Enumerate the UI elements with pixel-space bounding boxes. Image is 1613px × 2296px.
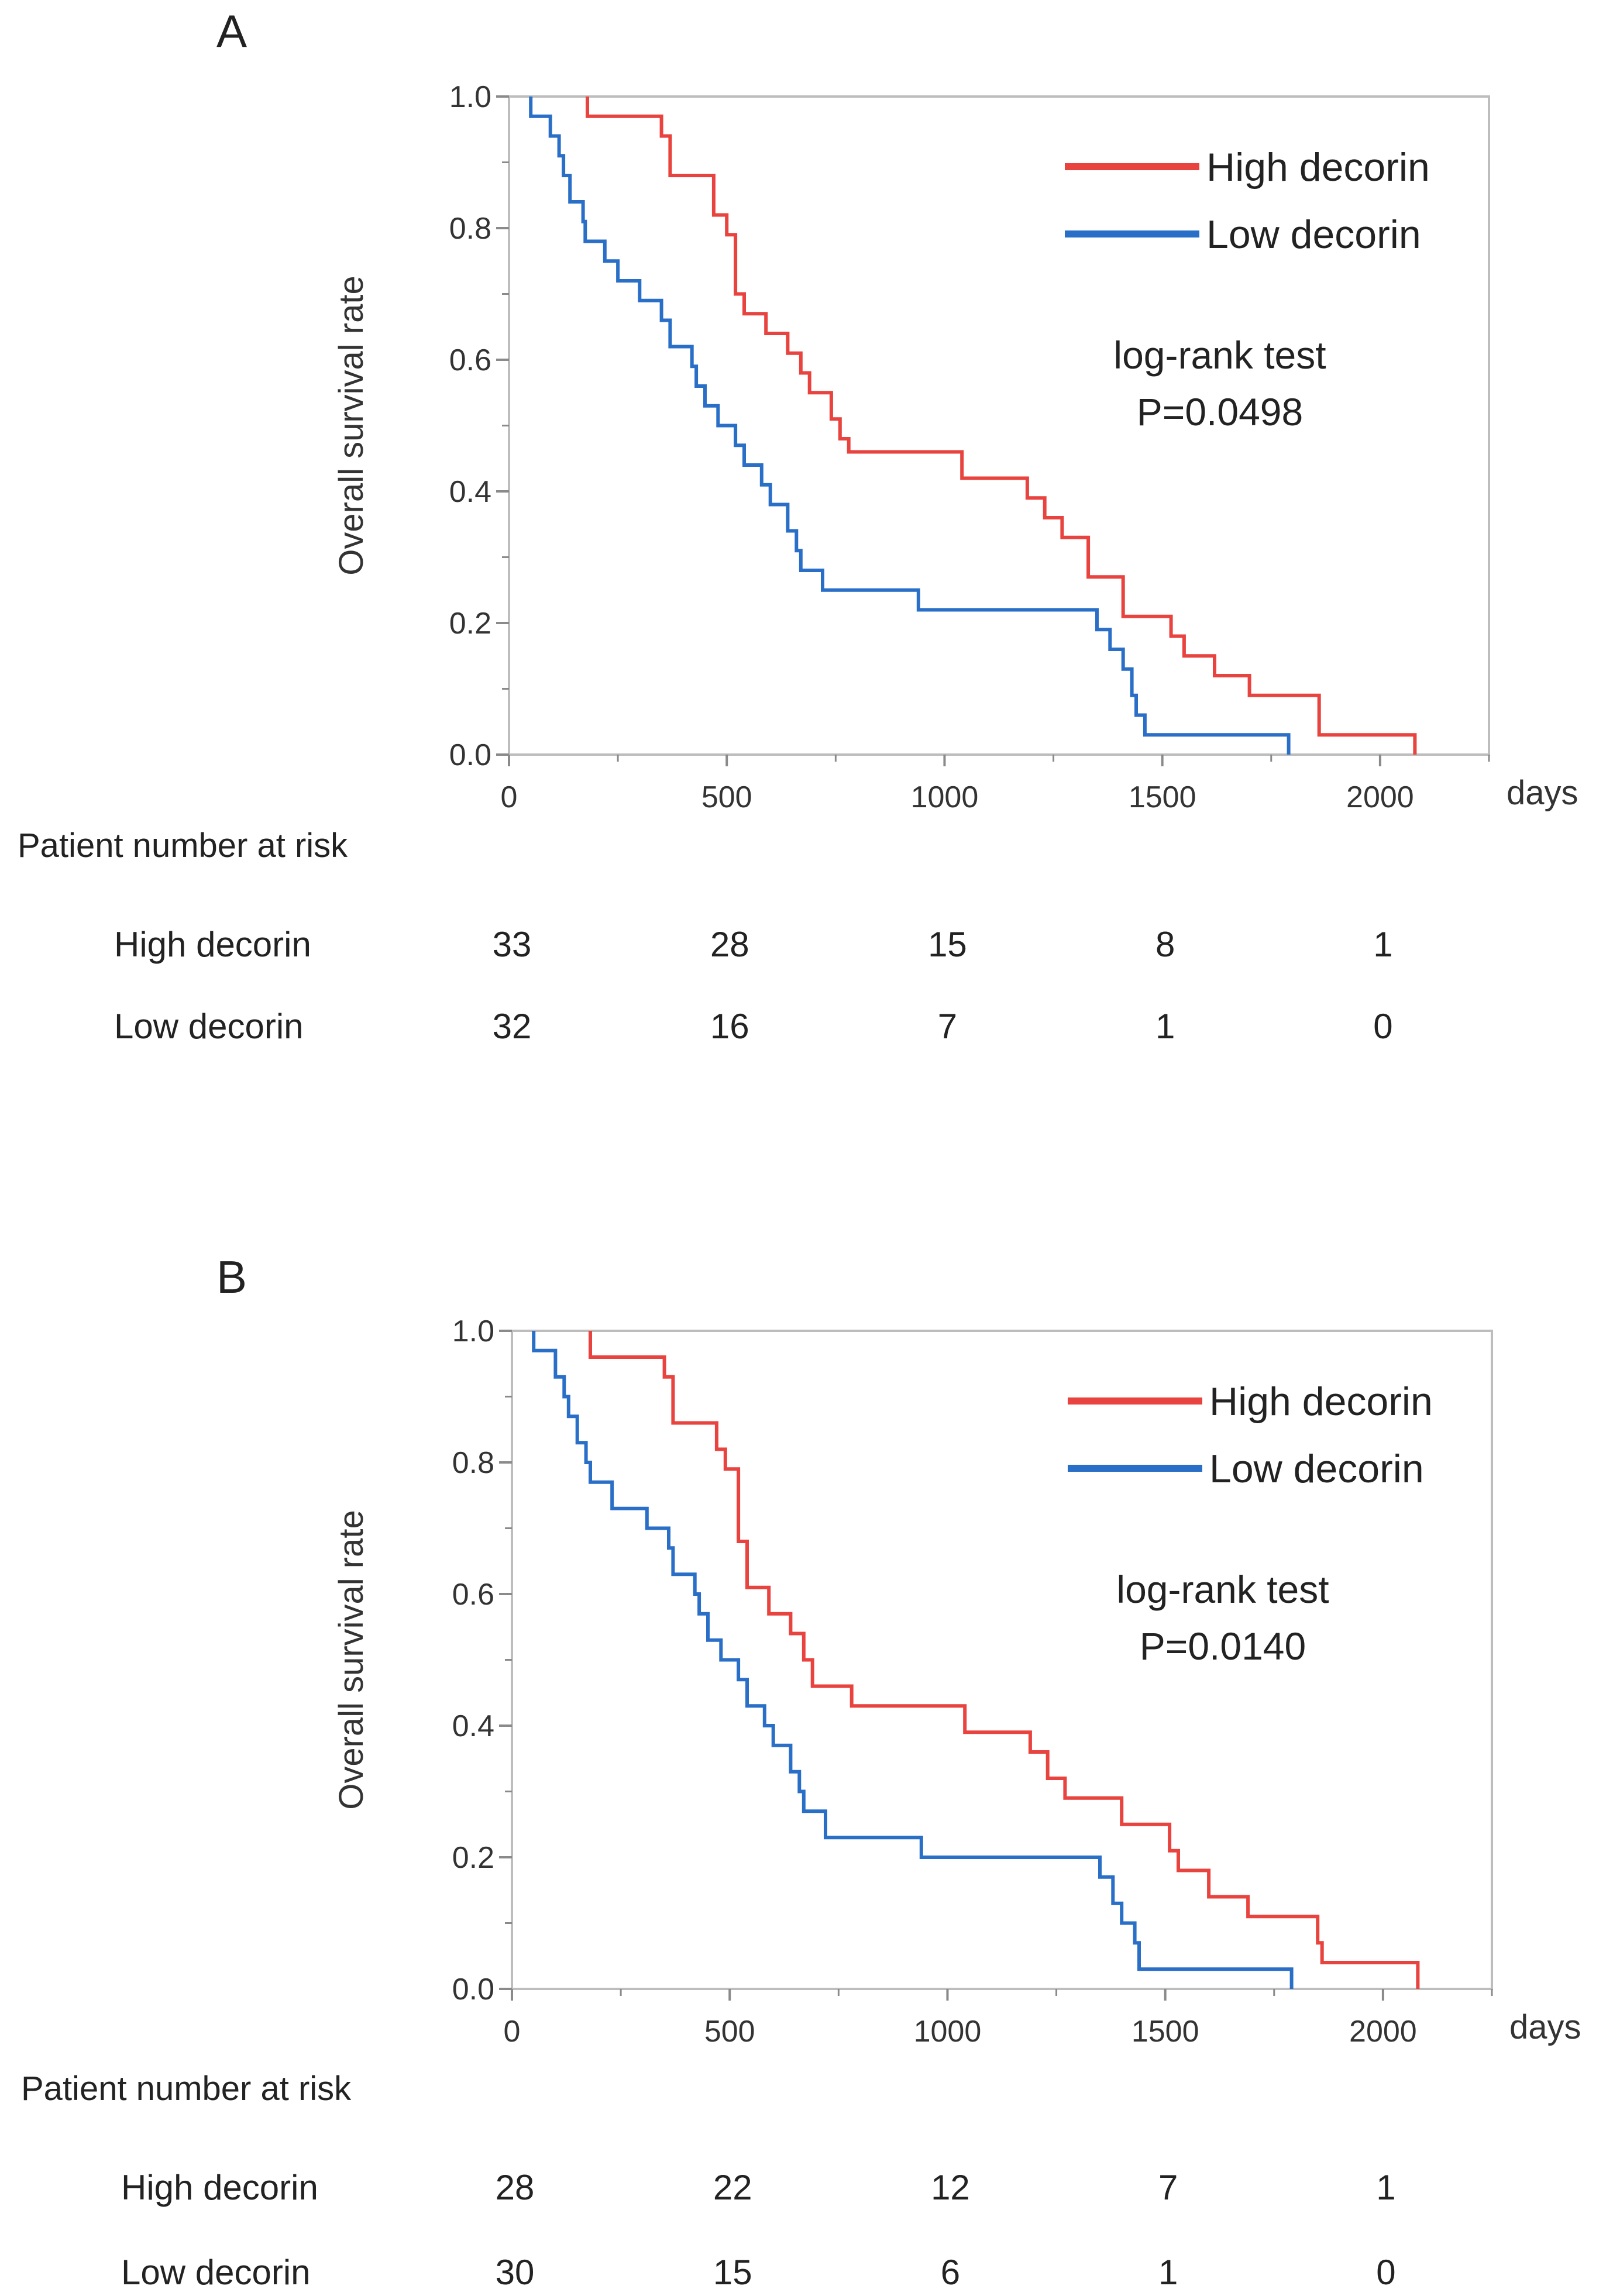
y-axis-title: Overall survival rate [332, 1510, 370, 1809]
risk-value: 15 [928, 925, 967, 964]
y-tick-label: 0.4 [449, 475, 491, 509]
y-tick-label: 0.8 [449, 212, 491, 246]
x-tick-label: 1000 [914, 2015, 982, 2049]
y-tick-label: 0.0 [449, 738, 491, 772]
y-tick-label: 0.2 [449, 607, 491, 641]
risk-value: 16 [710, 1007, 749, 1046]
risk-value: 15 [713, 2253, 752, 2292]
x-tick-label: 0 [501, 780, 518, 814]
log-rank-annotation: log-rank test [1116, 1568, 1329, 1611]
risk-row-label: Low decorin [121, 2253, 311, 2292]
risk-value: 7 [1158, 2168, 1178, 2207]
risk-value: 32 [493, 1007, 532, 1046]
risk-value: 0 [1373, 1007, 1392, 1046]
risk-table-header: Patient number at risk [18, 827, 348, 865]
series-line-high-decorin [586, 97, 1417, 755]
log-rank-annotation: P=0.0498 [1137, 390, 1303, 433]
x-tick-label: 0 [504, 2015, 521, 2049]
y-tick-label: 1.0 [449, 80, 491, 114]
risk-value: 33 [493, 925, 532, 964]
plot-frame [508, 95, 1490, 756]
risk-value: 0 [1376, 2253, 1395, 2292]
risk-value: 28 [710, 925, 749, 964]
x-tick-label: 1500 [1131, 2015, 1199, 2049]
risk-value: 1 [1373, 925, 1392, 964]
log-rank-annotation: P=0.0140 [1140, 1624, 1306, 1668]
series-line-high-decorin [589, 1331, 1420, 1989]
risk-value: 6 [941, 2253, 960, 2292]
risk-value: 8 [1155, 925, 1175, 964]
risk-value: 12 [931, 2168, 970, 2207]
y-tick-label: 0.4 [452, 1709, 494, 1743]
risk-value: 22 [713, 2168, 752, 2207]
y-tick-label: 0.6 [449, 343, 491, 377]
panel-letter: A [216, 5, 247, 57]
risk-value: 1 [1155, 1007, 1175, 1046]
chart-panel-a: A 0.0 0.2 0.4 0.6 0.8 1.0 0 500 1000 1500 2000 days O… [18, 5, 1578, 1046]
risk-value: 30 [496, 2253, 535, 2292]
x-axis-title: days [1507, 774, 1578, 812]
y-tick-label: 0.8 [452, 1446, 494, 1480]
panel-letter: B [216, 1251, 247, 1303]
y-tick-label: 1.0 [452, 1314, 494, 1348]
risk-value: 7 [938, 1007, 957, 1046]
x-tick-label: 2000 [1346, 780, 1414, 814]
risk-value: 1 [1158, 2253, 1178, 2292]
chart-panel-b: B 0.0 0.2 0.4 0.6 0.8 1.0 0 500 1000 1500 2000 days O… [21, 1251, 1581, 2292]
legend-label: Low decorin [1209, 1447, 1424, 1491]
x-axis-title: days [1509, 2008, 1581, 2046]
legend-label: Low decorin [1206, 212, 1421, 257]
y-tick-label: 0.6 [452, 1578, 494, 1612]
y-tick-label: 0.0 [452, 1973, 494, 2006]
series-line-low-decorin [529, 97, 1291, 755]
log-rank-annotation: log-rank test [1113, 333, 1326, 377]
series-line-low-decorin [532, 1331, 1294, 1989]
y-tick-label: 0.2 [452, 1841, 494, 1875]
legend-label: High decorin [1209, 1379, 1433, 1424]
risk-table-header: Patient number at risk [21, 2070, 352, 2108]
y-axis-title: Overall survival rate [332, 276, 370, 575]
x-tick-label: 1000 [911, 780, 979, 814]
risk-value: 28 [496, 2168, 535, 2207]
risk-row-label: Low decorin [114, 1007, 304, 1046]
x-tick-label: 1500 [1129, 780, 1196, 814]
legend-label: High decorin [1206, 145, 1430, 190]
x-tick-label: 500 [701, 780, 752, 814]
x-tick-label: 2000 [1349, 2015, 1417, 2049]
risk-row-label: High decorin [121, 2168, 318, 2207]
risk-value: 1 [1376, 2168, 1395, 2207]
plot-frame [511, 1330, 1493, 1990]
risk-row-label: High decorin [114, 925, 311, 964]
x-tick-label: 500 [704, 2015, 755, 2049]
